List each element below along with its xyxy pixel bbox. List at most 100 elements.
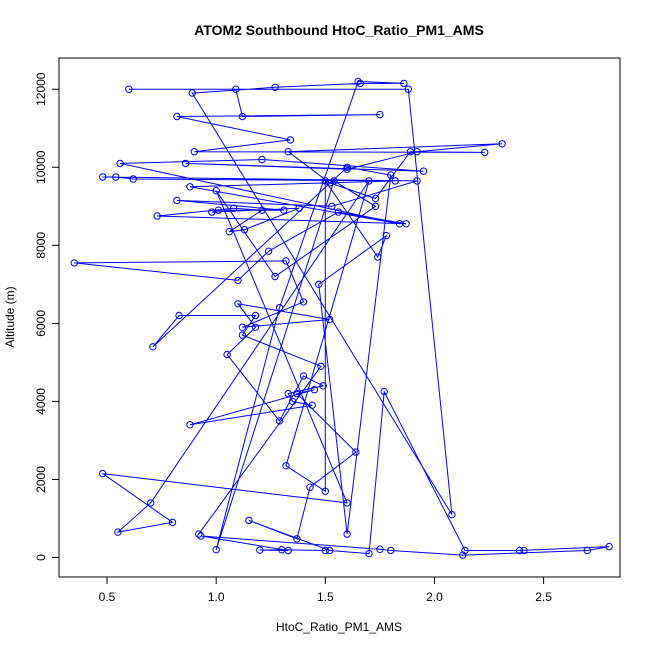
data-point bbox=[306, 483, 314, 491]
data-point bbox=[299, 372, 308, 380]
y-tick-label: 12000 bbox=[34, 72, 48, 106]
data-point bbox=[190, 148, 199, 156]
data-point bbox=[284, 546, 292, 555]
data-point bbox=[319, 382, 327, 390]
data-point bbox=[238, 323, 247, 331]
data-point bbox=[225, 228, 234, 236]
data-point bbox=[404, 85, 412, 93]
data-point bbox=[515, 546, 524, 555]
data-point bbox=[321, 487, 329, 495]
data-point bbox=[234, 300, 242, 308]
data-point bbox=[282, 462, 290, 470]
x-tick-label: 0.5 bbox=[99, 590, 116, 604]
data-point bbox=[147, 499, 155, 507]
data-point bbox=[583, 546, 591, 555]
data-point bbox=[280, 206, 288, 214]
data-point bbox=[459, 551, 467, 559]
data-point bbox=[343, 165, 351, 173]
data-point bbox=[284, 148, 292, 156]
data-point bbox=[282, 257, 290, 265]
data-point bbox=[173, 112, 181, 121]
data-point bbox=[186, 183, 194, 191]
data-point bbox=[380, 387, 388, 396]
data-point bbox=[352, 448, 360, 456]
data-point bbox=[365, 177, 373, 185]
data-point bbox=[520, 546, 528, 555]
x-axis-label: HtoC_Ratio_PM1_AMS bbox=[276, 620, 402, 634]
y-tick-label: 2000 bbox=[34, 466, 48, 493]
y-tick-label: 4000 bbox=[34, 388, 48, 415]
x-axis: 0.5 1.0 1.5 2.0 2.5 bbox=[99, 576, 552, 604]
data-point bbox=[125, 85, 133, 93]
data-point bbox=[288, 397, 297, 406]
data-point bbox=[275, 417, 284, 425]
data-point bbox=[153, 212, 161, 220]
data-point bbox=[195, 530, 203, 538]
data-point bbox=[271, 83, 279, 92]
data-point bbox=[223, 350, 231, 359]
data-point bbox=[343, 530, 351, 538]
data-point bbox=[326, 315, 334, 324]
data-point bbox=[376, 110, 384, 119]
data-point bbox=[387, 171, 395, 179]
data-point bbox=[240, 226, 249, 234]
data-point bbox=[356, 79, 364, 88]
data-point bbox=[286, 136, 295, 144]
data-point bbox=[186, 421, 194, 429]
data-point bbox=[188, 89, 196, 97]
data-point bbox=[365, 549, 373, 558]
data-point bbox=[175, 311, 183, 320]
data-point bbox=[326, 179, 334, 187]
data-point bbox=[99, 469, 107, 478]
data-point bbox=[293, 389, 301, 398]
x-tick-label: 1.5 bbox=[317, 590, 334, 604]
x-tick-label: 2.5 bbox=[535, 590, 552, 604]
y-tick-label: 8000 bbox=[34, 232, 48, 259]
data-point bbox=[70, 259, 79, 267]
data-point bbox=[173, 196, 181, 205]
data-point bbox=[406, 148, 415, 156]
data-point bbox=[419, 167, 428, 175]
data-point bbox=[308, 401, 316, 409]
data-point bbox=[400, 79, 408, 88]
data-point bbox=[354, 77, 362, 86]
data-point bbox=[498, 140, 506, 148]
data-point bbox=[605, 542, 613, 551]
data-point bbox=[315, 280, 323, 288]
data-point bbox=[229, 204, 238, 212]
data-point bbox=[448, 510, 456, 519]
x-tick-label: 1.0 bbox=[208, 590, 225, 604]
data-point bbox=[334, 208, 343, 216]
data-point bbox=[374, 253, 382, 261]
data-point bbox=[382, 231, 391, 240]
y-tick-label: 10000 bbox=[34, 150, 48, 184]
data-point bbox=[299, 298, 308, 306]
data-point bbox=[238, 331, 247, 339]
y-tick-label: 0 bbox=[34, 554, 48, 561]
data-point bbox=[251, 311, 260, 320]
data-point bbox=[234, 276, 242, 285]
data-point bbox=[326, 546, 334, 555]
series-lines bbox=[74, 80, 610, 556]
data-point bbox=[310, 386, 319, 394]
data-point bbox=[181, 159, 190, 168]
data-point bbox=[284, 389, 292, 398]
data-point bbox=[481, 148, 489, 157]
data-point bbox=[295, 204, 303, 212]
data-point bbox=[413, 177, 421, 185]
data-point bbox=[214, 206, 223, 214]
data-point bbox=[275, 304, 284, 312]
y-tick-label: 6000 bbox=[34, 310, 48, 337]
data-point bbox=[321, 546, 329, 555]
data-point bbox=[168, 518, 177, 527]
data-point bbox=[395, 220, 404, 228]
data-point bbox=[116, 159, 124, 168]
data-point bbox=[149, 343, 157, 351]
x-tick-label: 2.0 bbox=[426, 590, 443, 604]
data-point bbox=[343, 163, 351, 172]
data-point bbox=[371, 202, 380, 211]
data-point bbox=[251, 323, 260, 331]
y-axis: 0 2000 4000 6000 8000 10000 12000 bbox=[34, 72, 60, 561]
data-point bbox=[264, 247, 273, 255]
